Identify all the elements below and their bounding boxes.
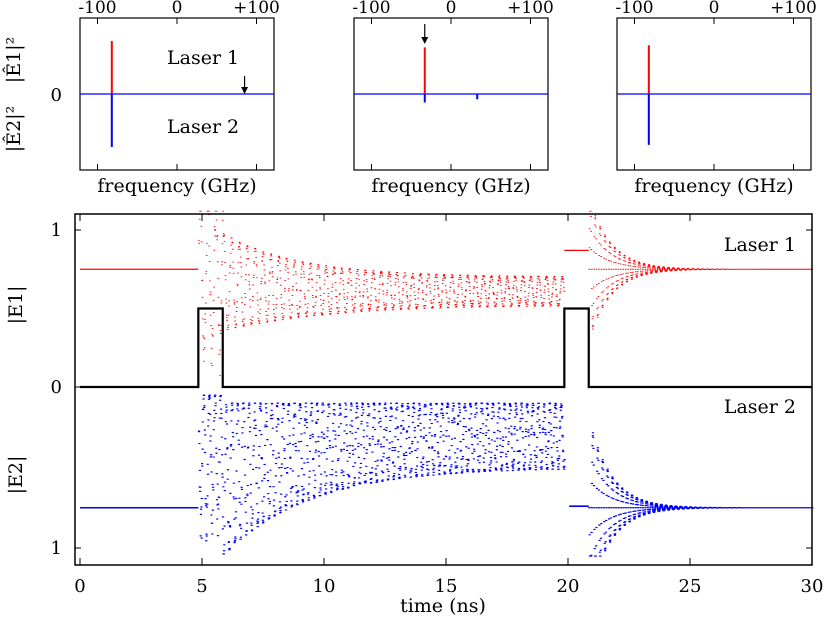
time-ylabel-bottom: |E2| [5,456,27,495]
time-xlabel: time (ns) [400,595,486,617]
pulse-line [80,307,812,389]
time-legend-laser2: Laser 2 [724,396,796,418]
laser1-trace [80,210,814,376]
spectrum-1-tick-mid: 0 [172,0,183,18]
spectrum-panel-1: -100 0 +100 Laser 1 Laser 2 0 |Ê1|² |Ê2|… [2,0,280,197]
laser1-relaxation [588,210,814,330]
spectrum-2-tick-left: -100 [352,0,390,18]
spectrum-2-tick-right: +100 [507,0,554,18]
time-x-tick-label: 5 [196,576,207,597]
laser2-trace [80,394,814,557]
spectrum-1-legend-laser2: Laser 2 [167,116,239,138]
laser2-relaxation [588,432,814,557]
spectrum-panel-3: -100 0 +100 frequency (GHz) [615,0,816,197]
spectrum-ylabel-top: |Ê1|² [2,37,25,83]
spectrum-2-xlabel: frequency (GHz) [371,175,530,197]
time-x-tick-label: 20 [557,576,580,597]
time-x-tick-label: 30 [801,576,824,597]
laser2-oscillation [197,394,566,555]
spectrum-1-tick-left: -100 [78,0,116,18]
laser1-oscillation [197,210,566,376]
spectrum-ylabel-bottom: |Ê2|² [2,106,25,152]
time-y-ticks [75,229,812,549]
spectrum-1-legend-laser1: Laser 1 [167,47,239,69]
time-legend-laser1: Laser 1 [724,234,796,256]
spectrum-1-tick-right: +100 [233,0,280,18]
time-y-tick-bottom: 1 [51,538,62,559]
pulse-trace [80,307,812,389]
spectrum-2-arrow [421,24,429,44]
spectrum-1-arrow [241,76,249,94]
time-axis-ticks: 0 5 10 15 20 25 30 [74,214,823,597]
time-series-frame [74,213,813,566]
time-x-tick-label: 15 [435,576,458,597]
time-y-tick-zero: 0 [51,377,62,398]
time-series-panel: 0 5 10 15 20 25 30 1 0 1 |E1| |E2| Laser 1 Las… [5,210,823,617]
spectrum-2-tick-mid: 0 [446,0,457,18]
spectrum-y-tick-zero: 0 [51,85,62,106]
time-x-tick-label: 25 [679,576,702,597]
spectrum-3-tick-left: -100 [615,0,653,18]
time-ylabel-top: |E1| [5,286,27,325]
time-x-tick-label: 10 [313,576,336,597]
spectrum-3-tick-right: +100 [770,0,817,18]
time-y-tick-top: 1 [51,220,62,241]
spectrum-3-tick-mid: 0 [709,0,720,18]
spectrum-panel-2: -100 0 +100 frequency (GHz) [352,0,553,197]
time-x-tick-label: 0 [74,576,85,597]
spectrum-1-xlabel: frequency (GHz) [97,175,256,197]
spectrum-3-xlabel: frequency (GHz) [634,175,793,197]
